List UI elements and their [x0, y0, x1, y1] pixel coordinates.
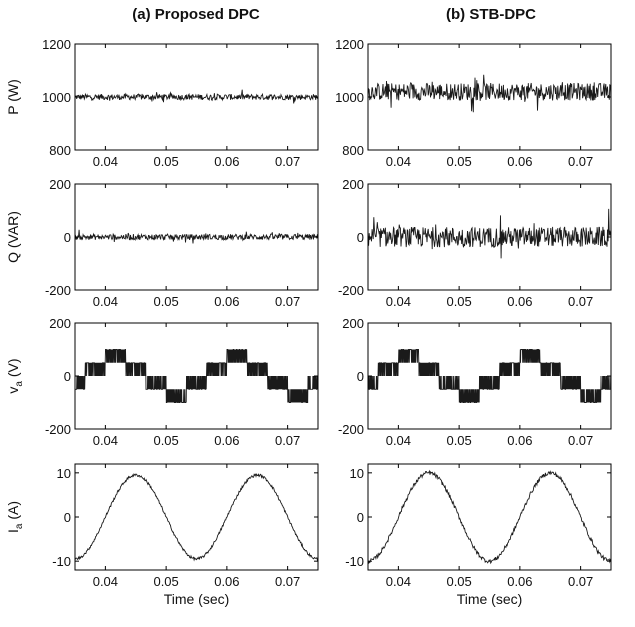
plot-frame [367, 463, 612, 571]
y-tick-label: 0 [357, 369, 364, 384]
y-tick-label: 1200 [335, 37, 364, 52]
series-line-5-1 [75, 349, 318, 403]
y-axis-label: Q (VAR) [5, 211, 21, 263]
x-tick-label: 0.06 [214, 433, 239, 448]
y-tick-label: 1000 [42, 90, 71, 105]
series-line-4-1 [368, 208, 611, 259]
panel-8: 0.04 0.05 0.06 0.07 -10 0 10 Time (sec) [345, 463, 612, 607]
x-tick-label: 0.04 [386, 574, 411, 589]
x-tick-label: 0.05 [153, 154, 178, 169]
x-axis-label: Time (sec) [457, 591, 523, 607]
x-tick-label: 0.05 [153, 433, 178, 448]
x-tick-label: 0.06 [214, 294, 239, 309]
series-line-2-1 [368, 74, 611, 113]
x-tick-label: 0.05 [446, 574, 471, 589]
series-line-3-1 [75, 229, 318, 244]
y-tick-label: 0 [357, 230, 364, 245]
column-title-proposed-dpc: (a) Proposed DPC [132, 6, 260, 23]
y-tick-label: 200 [342, 177, 364, 192]
panel-5: 0.04 0.05 0.06 0.07 -200 0 200 va (V) [5, 316, 319, 448]
series-line-1-1 [75, 89, 318, 104]
x-axis-label: Time (sec) [164, 591, 230, 607]
x-tick-label: 0.07 [275, 574, 300, 589]
x-tick-label: 0.04 [93, 574, 118, 589]
y-tick-label: 200 [342, 316, 364, 331]
panel-3: 0.04 0.05 0.06 0.07 -200 0 200 Q (VAR) [5, 177, 319, 309]
y-tick-label: 1000 [335, 90, 364, 105]
x-tick-label: 0.07 [568, 574, 593, 589]
y-tick-label: 800 [49, 143, 71, 158]
y-tick-label: 1200 [42, 37, 71, 52]
x-tick-label: 0.07 [568, 433, 593, 448]
series-line-6-1 [368, 349, 611, 403]
y-tick-label: 10 [350, 466, 364, 481]
y-tick-label: -200 [45, 283, 71, 298]
x-tick-label: 0.06 [214, 574, 239, 589]
y-tick-label: 200 [49, 177, 71, 192]
y-tick-label: 0 [357, 510, 364, 525]
plot-frame [74, 463, 319, 571]
x-tick-label: 0.05 [446, 154, 471, 169]
x-tick-label: 0.07 [568, 294, 593, 309]
panel-2: 0.04 0.05 0.06 0.07 800 1000 1200 [335, 37, 612, 169]
y-tick-label: 200 [49, 316, 71, 331]
y-tick-label: 800 [342, 143, 364, 158]
y-tick-label: -10 [345, 554, 364, 569]
y-tick-label: 0 [64, 369, 71, 384]
x-tick-label: 0.06 [507, 154, 532, 169]
panel-1: 0.04 0.05 0.06 0.07 800 1000 1200 P (W) [5, 37, 319, 169]
x-tick-label: 0.07 [275, 294, 300, 309]
x-tick-label: 0.05 [446, 294, 471, 309]
series-line-7-1 [75, 473, 318, 562]
x-tick-label: 0.04 [93, 294, 118, 309]
x-tick-label: 0.07 [275, 154, 300, 169]
y-axis-label: P (W) [5, 79, 21, 115]
x-tick-label: 0.06 [214, 154, 239, 169]
x-tick-label: 0.06 [507, 294, 532, 309]
y-tick-label: -200 [338, 422, 364, 437]
x-tick-label: 0.04 [386, 154, 411, 169]
y-tick-label: 0 [64, 230, 71, 245]
panel-7: 0.04 0.05 0.06 0.07 -10 0 10 Ia (A) Time (sec) [5, 463, 319, 607]
y-tick-label: 0 [64, 510, 71, 525]
x-tick-label: 0.06 [507, 574, 532, 589]
x-tick-label: 0.06 [507, 433, 532, 448]
x-tick-label: 0.07 [568, 154, 593, 169]
x-tick-label: 0.05 [153, 294, 178, 309]
y-axis-label: Ia (A) [5, 501, 25, 533]
x-tick-label: 0.04 [386, 294, 411, 309]
y-tick-label: -10 [52, 554, 71, 569]
x-tick-label: 0.04 [386, 433, 411, 448]
x-tick-label: 0.04 [93, 433, 118, 448]
y-axis-label: va (V) [5, 358, 25, 393]
y-tick-label: -200 [338, 283, 364, 298]
panel-6: 0.04 0.05 0.06 0.07 -200 0 200 [338, 316, 612, 448]
x-tick-label: 0.04 [93, 154, 118, 169]
x-tick-label: 0.07 [275, 433, 300, 448]
y-tick-label: -200 [45, 422, 71, 437]
panel-4: 0.04 0.05 0.06 0.07 -200 0 200 [338, 177, 612, 309]
y-tick-label: 10 [57, 466, 71, 481]
series-line-8-1 [368, 469, 611, 565]
column-title-stb-dpc: (b) STB-DPC [446, 6, 536, 23]
x-tick-label: 0.05 [153, 574, 178, 589]
x-tick-label: 0.05 [446, 433, 471, 448]
